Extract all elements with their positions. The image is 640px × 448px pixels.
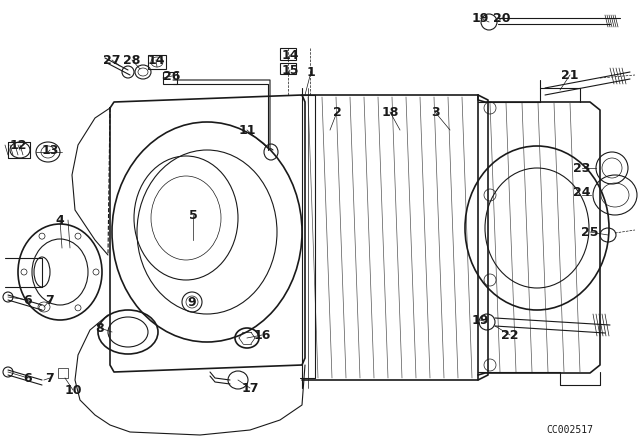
Text: 3: 3 — [431, 105, 439, 119]
Bar — [58, 368, 68, 378]
Text: 22: 22 — [501, 328, 519, 341]
Text: 20: 20 — [493, 12, 511, 25]
Text: CC002517: CC002517 — [547, 425, 593, 435]
Text: 19: 19 — [471, 314, 489, 327]
Text: 16: 16 — [253, 328, 271, 341]
Bar — [148, 55, 166, 69]
Text: 18: 18 — [381, 105, 399, 119]
Text: 14: 14 — [281, 48, 299, 61]
Text: 7: 7 — [45, 371, 54, 384]
Text: 23: 23 — [573, 161, 591, 175]
Text: 1: 1 — [307, 65, 316, 78]
Text: 11: 11 — [238, 124, 256, 137]
Text: 4: 4 — [56, 214, 65, 227]
Bar — [163, 72, 177, 84]
Text: 14: 14 — [147, 53, 164, 66]
Text: 19: 19 — [471, 12, 489, 25]
Text: 17: 17 — [241, 382, 259, 395]
Text: 6: 6 — [24, 293, 32, 306]
Bar — [280, 48, 296, 60]
Text: 12: 12 — [9, 138, 27, 151]
Text: 13: 13 — [42, 143, 59, 156]
Text: 26: 26 — [163, 69, 180, 82]
Text: 15: 15 — [281, 64, 299, 77]
Text: 7: 7 — [45, 293, 54, 306]
Text: 2: 2 — [333, 105, 341, 119]
Text: 24: 24 — [573, 185, 591, 198]
Bar — [280, 63, 296, 74]
Text: 25: 25 — [581, 225, 599, 238]
Text: 27: 27 — [103, 53, 121, 66]
Text: 6: 6 — [24, 371, 32, 384]
Text: 5: 5 — [189, 208, 197, 221]
Text: 8: 8 — [96, 322, 104, 335]
Text: 9: 9 — [188, 296, 196, 309]
Text: 28: 28 — [124, 53, 141, 66]
Text: 10: 10 — [64, 383, 82, 396]
Text: 21: 21 — [561, 69, 579, 82]
